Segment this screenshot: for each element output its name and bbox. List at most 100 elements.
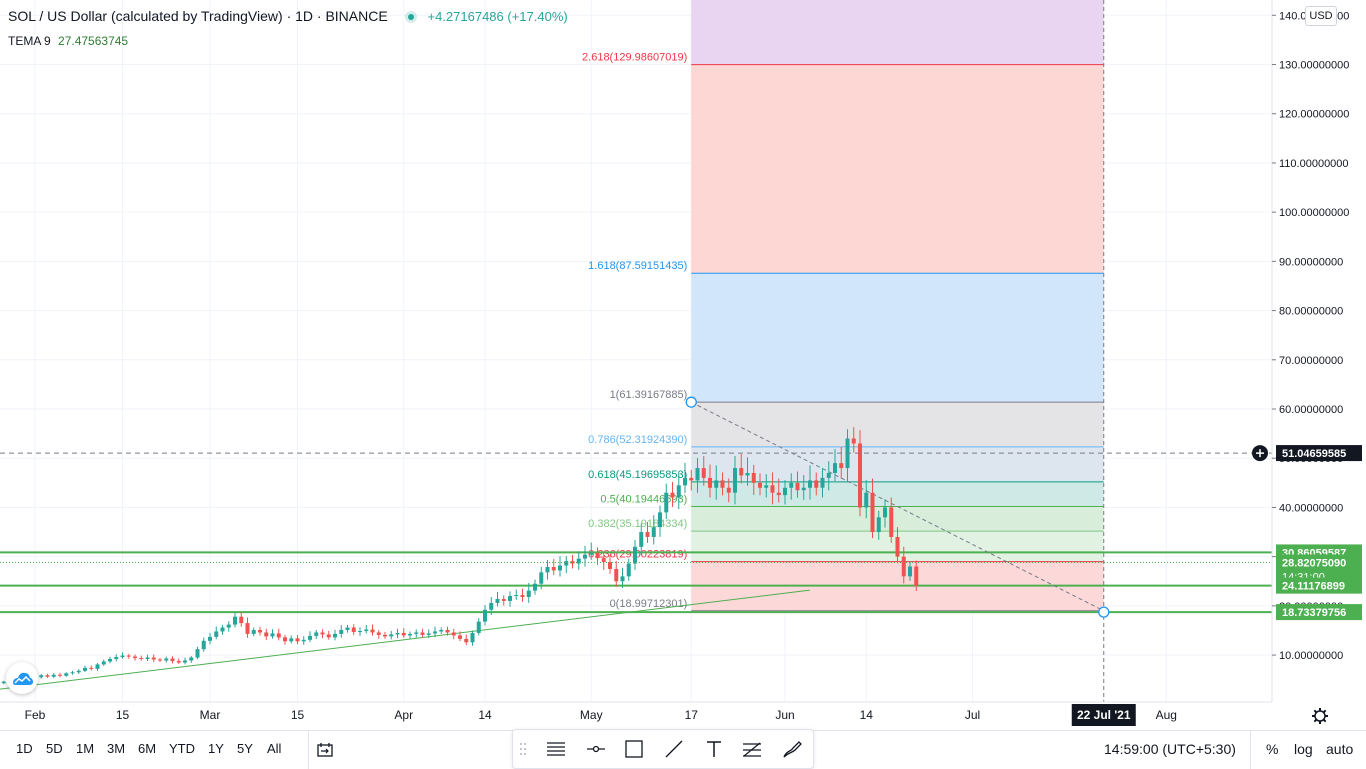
- timeframe-ytd[interactable]: YTD: [169, 741, 195, 756]
- candle: [551, 566, 556, 571]
- timeframe-5d[interactable]: 5D: [46, 741, 63, 756]
- candle: [795, 482, 800, 491]
- candle: [839, 463, 844, 469]
- timeframe-1d[interactable]: 1D: [16, 741, 33, 756]
- price-tick-label: 120.00000000: [1279, 109, 1349, 121]
- candle: [270, 633, 275, 637]
- log-toggle[interactable]: log: [1294, 741, 1313, 757]
- price-tick-label: 60.00000000: [1279, 404, 1343, 416]
- time-tick-label: Feb: [25, 708, 46, 722]
- candle: [726, 487, 731, 493]
- time-marker-bg: [1071, 704, 1136, 726]
- tema-price-tag: 28.82075090: [1282, 557, 1346, 569]
- time-tick-label: Aug: [1156, 708, 1177, 722]
- drag-handle-icon[interactable]: [517, 738, 529, 760]
- fib-zone: [691, 0, 1104, 65]
- candle: [751, 472, 756, 483]
- price-tag-bg: [1276, 604, 1362, 621]
- candle: [351, 627, 356, 632]
- candle: [295, 638, 300, 642]
- candle: [183, 660, 187, 663]
- timeframe-5y[interactable]: 5Y: [237, 741, 253, 756]
- candle: [645, 532, 650, 537]
- candle: [733, 468, 737, 493]
- indicator-legend[interactable]: TEMA 9 27.47563745: [8, 34, 128, 48]
- fib-tool-icon[interactable]: [741, 738, 763, 760]
- settings-gear-icon[interactable]: [1312, 708, 1328, 724]
- candle: [464, 638, 469, 643]
- time-tick-label: 14: [860, 708, 874, 722]
- candle: [520, 595, 525, 598]
- candle: [501, 598, 506, 601]
- price-tick-label: 130.00000000: [1279, 60, 1349, 72]
- candle: [595, 552, 600, 559]
- tradingview-logo-icon[interactable]: [6, 662, 38, 694]
- candle: [626, 563, 631, 577]
- candle: [901, 556, 906, 577]
- candle: [420, 632, 425, 635]
- gear-tooth: [1322, 718, 1327, 723]
- crosshair-price-tag-bg: [1276, 445, 1362, 462]
- chart-header: SOL / US Dollar (calculated by TradingVi…: [8, 8, 568, 24]
- add-alert-plus: [1256, 449, 1264, 458]
- candle: [214, 631, 219, 637]
- candle: [745, 472, 750, 476]
- timeframe-all[interactable]: All: [267, 741, 282, 756]
- date-range-icon[interactable]: [316, 741, 334, 759]
- candle: [426, 633, 431, 635]
- price-chart[interactable]: 0(18.99712301)0.236(29.00223819)0.382(35…: [0, 0, 1366, 730]
- price-tag: 24.11176899: [1282, 581, 1345, 593]
- price-change: +4.27167486 (+17.40%): [427, 9, 568, 24]
- candle: [126, 655, 131, 657]
- timeframe-1m[interactable]: 1M: [76, 741, 95, 756]
- gear-tooth: [1322, 709, 1327, 714]
- candle: [770, 485, 775, 493]
- time-tick-label: May: [580, 708, 603, 722]
- horizontal-lines-icon[interactable]: [545, 738, 567, 760]
- price-tick-label: 10.00000000: [1279, 650, 1343, 662]
- candle: [508, 596, 512, 601]
- indicator-name: TEMA 9: [8, 34, 51, 48]
- candle: [333, 633, 337, 638]
- gear-tooth: [1313, 709, 1318, 714]
- percent-toggle[interactable]: %: [1266, 741, 1279, 757]
- fib-level-label: 0.382(35.19184334): [588, 518, 687, 530]
- clock[interactable]: 14:59:00 (UTC+5:30): [1104, 741, 1236, 757]
- candle: [208, 636, 212, 641]
- candle: [395, 632, 400, 635]
- horizontal-ray-icon[interactable]: [585, 738, 607, 760]
- time-tick-label: 17: [685, 708, 699, 722]
- symbol-title[interactable]: SOL / US Dollar (calculated by TradingVi…: [8, 8, 388, 24]
- currency-badge[interactable]: USD: [1305, 6, 1337, 26]
- candle: [476, 621, 481, 633]
- candle: [558, 565, 562, 571]
- timeframe-6m[interactable]: 6M: [138, 741, 157, 756]
- auto-toggle[interactable]: auto: [1326, 741, 1354, 757]
- price-tick-label: 110.00000000: [1279, 158, 1349, 170]
- text-tool-icon[interactable]: [703, 738, 725, 760]
- candle: [101, 661, 106, 665]
- fib-level-label: 2.618(129.98607019): [582, 52, 687, 64]
- fib-zone: [691, 481, 1104, 507]
- rectangle-icon[interactable]: [623, 738, 645, 760]
- timeframe-1y[interactable]: 1Y: [208, 741, 224, 756]
- trend-line-icon[interactable]: [663, 738, 685, 760]
- fib-level-label: 0.786(52.31924390): [588, 434, 687, 446]
- candle: [545, 566, 550, 573]
- candle: [783, 487, 787, 496]
- fib-anchor-handle: [685, 396, 697, 408]
- timeframe-3m[interactable]: 3M: [107, 741, 126, 756]
- candle: [64, 673, 69, 676]
- candle: [308, 635, 312, 640]
- fib-level-label: 1(61.39167885): [610, 389, 688, 401]
- candle: [676, 485, 681, 498]
- brush-tool-icon[interactable]: [781, 738, 803, 760]
- candle: [664, 492, 669, 513]
- candle: [258, 629, 262, 633]
- candle: [45, 675, 50, 677]
- candle: [114, 657, 119, 660]
- candle: [470, 632, 475, 643]
- candle: [226, 624, 231, 628]
- candle: [833, 463, 837, 473]
- candle: [639, 532, 644, 547]
